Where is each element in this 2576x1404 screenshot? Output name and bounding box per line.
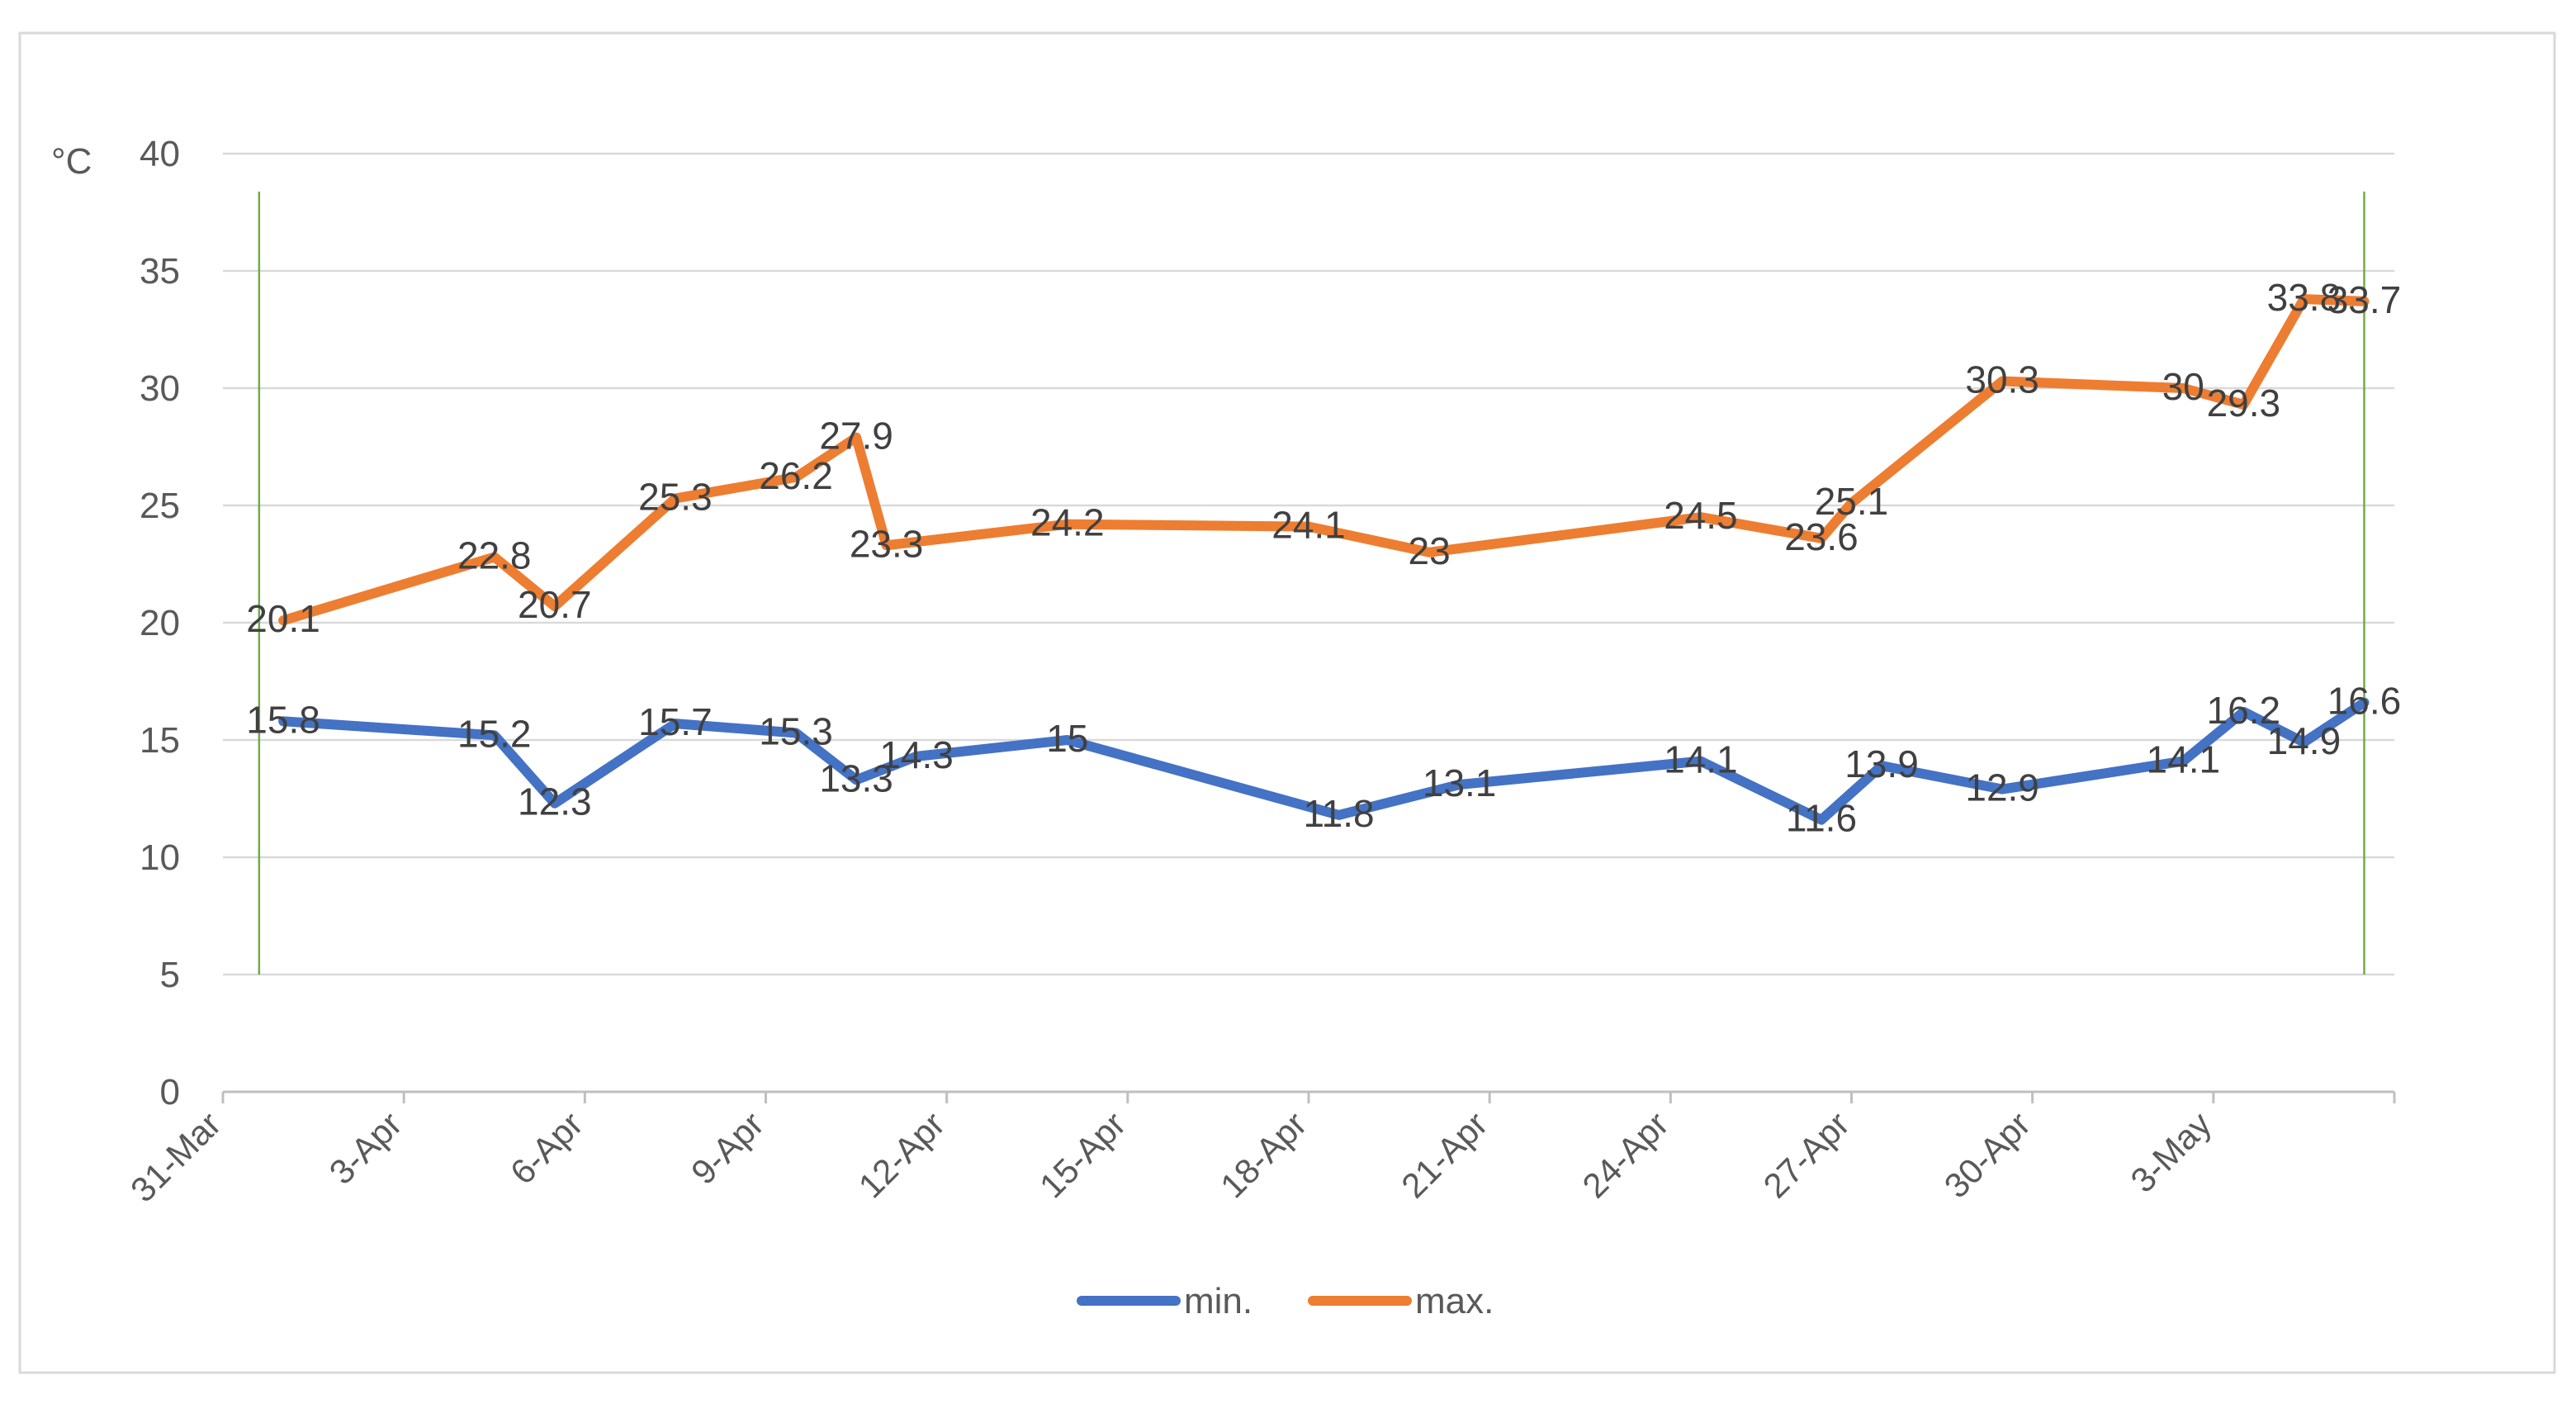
data-label: 23.3 <box>850 522 924 565</box>
data-label: 13.9 <box>1844 742 1919 785</box>
y-tick-label: 40 <box>140 134 180 174</box>
chart-frame <box>18 31 2556 1374</box>
y-tick-label: 25 <box>140 486 180 526</box>
y-tick-label: 5 <box>160 955 180 995</box>
data-point <box>853 434 860 441</box>
data-point <box>2300 738 2308 746</box>
data-label: 24.5 <box>1664 494 1738 537</box>
data-label: 15 <box>1046 717 1088 760</box>
data-point <box>2300 296 2308 303</box>
data-point <box>490 732 498 739</box>
data-point <box>913 752 921 760</box>
data-label: 11.6 <box>1786 797 1857 840</box>
data-label: 25.3 <box>638 475 713 518</box>
y-tick-label: 15 <box>140 720 180 761</box>
y-tick-label: 30 <box>140 368 180 409</box>
data-point <box>1697 514 1704 521</box>
data-label: 23.6 <box>1784 515 1859 558</box>
data-point <box>1305 523 1312 530</box>
data-label: 14.3 <box>879 733 954 776</box>
data-point <box>1335 811 1342 818</box>
data-point <box>1999 785 2006 793</box>
data-point <box>1063 737 1071 743</box>
data-label: 15.7 <box>638 700 713 743</box>
data-label: 23 <box>1409 529 1451 572</box>
data-labels: 15.8 15.2 12.3 15.7 15.3 13.314.3 15 11.8 13.1 14… <box>246 276 2401 839</box>
data-point <box>1878 762 1886 770</box>
data-point <box>853 776 860 784</box>
data-label: 27.9 <box>819 415 893 458</box>
data-point <box>1848 500 1855 507</box>
data-label: 33.8 <box>2267 276 2342 319</box>
data-point <box>2361 297 2368 305</box>
y-tick-label: 35 <box>140 251 180 292</box>
data-point <box>1063 520 1071 528</box>
data-point <box>1999 377 2006 385</box>
data-label: 30.3 <box>1965 358 2039 401</box>
data-label: 20.1 <box>246 597 320 640</box>
data-label: 12.3 <box>518 780 592 823</box>
range-markers <box>258 192 2365 975</box>
legend-label-max: max. <box>1415 1281 1494 1321</box>
y-tick-label: 0 <box>160 1072 180 1112</box>
data-label: 26.2 <box>759 454 833 497</box>
data-label: 33.7 <box>2327 278 2402 321</box>
data-label: 15.3 <box>759 709 833 752</box>
data-point <box>1817 816 1825 823</box>
data-label: 15.2 <box>457 712 532 755</box>
data-point <box>1697 757 1704 765</box>
data-label: 24.2 <box>1030 501 1105 544</box>
series-line-max <box>278 294 2370 626</box>
data-point <box>1817 534 1825 542</box>
data-label: 14.9 <box>2267 719 2342 762</box>
data-point <box>2361 699 2368 706</box>
data-label: 16.6 <box>2327 680 2402 723</box>
data-point <box>2180 757 2187 765</box>
data-point <box>2180 385 2187 391</box>
data-point <box>490 553 498 561</box>
y-axis-tick-labels: 0 5 10 15 20 25 30 35 40 <box>140 134 180 1112</box>
data-point <box>280 617 287 624</box>
data-label: 13.1 <box>1423 761 1497 804</box>
data-label: 25.1 <box>1815 480 1889 523</box>
data-point <box>793 473 800 481</box>
data-label: 24.1 <box>1271 504 1346 547</box>
data-point <box>883 542 890 549</box>
data-label: 13.3 <box>819 757 893 799</box>
data-label: 15.8 <box>246 698 320 741</box>
series-lines <box>278 294 2370 825</box>
data-point <box>280 718 287 725</box>
data-point <box>551 799 558 807</box>
data-point <box>2240 708 2247 715</box>
data-label: 12.9 <box>1965 766 2039 809</box>
y-tick-label: 20 <box>140 603 180 643</box>
legend: min. max. <box>1077 1281 1494 1321</box>
data-label: 20.7 <box>518 583 592 626</box>
data-label: 22.8 <box>457 534 532 576</box>
data-point <box>793 729 800 737</box>
y-axis-unit-label: °C <box>51 141 92 182</box>
data-point <box>1456 780 1463 788</box>
data-point <box>671 495 679 502</box>
data-point <box>551 603 558 610</box>
data-label: 14.1 <box>1664 738 1738 781</box>
data-label: 30 <box>2162 365 2204 408</box>
y-tick-label: 10 <box>140 837 180 878</box>
data-label: 29.3 <box>2207 382 2281 425</box>
series-line-min <box>278 697 2370 825</box>
data-point <box>2240 401 2247 408</box>
data-label: 14.1 <box>2147 738 2221 781</box>
data-label: 11.8 <box>1303 792 1374 835</box>
data-point <box>671 720 679 728</box>
data-point <box>1426 548 1433 556</box>
legend-label-min: min. <box>1184 1281 1252 1321</box>
data-label: 16.2 <box>2207 689 2281 732</box>
